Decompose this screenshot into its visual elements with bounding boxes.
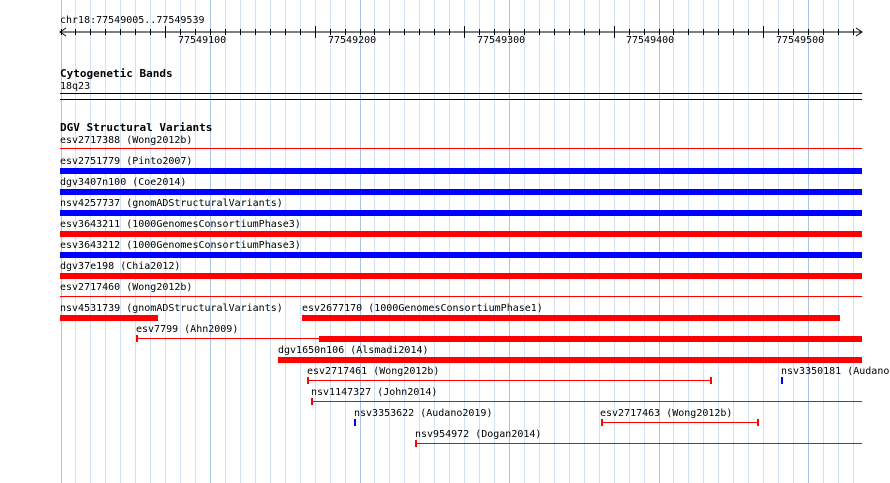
feature-endcap bbox=[415, 440, 417, 447]
feature-endcap bbox=[136, 335, 138, 342]
feature-label: dgv37e198 (Chia2012) bbox=[60, 261, 181, 272]
feature-label: nsv4257737 (gnomADStructuralVariants) bbox=[60, 198, 283, 209]
ruler[interactable] bbox=[0, 22, 890, 44]
feature-gain-bar[interactable] bbox=[60, 210, 862, 216]
ruler-tick-label: 77549500 bbox=[776, 35, 825, 46]
feature-label: esv7799 (Ahn2009) bbox=[136, 324, 239, 335]
feature-label: esv3643211 (1000GenomesConsortiumPhase3) bbox=[60, 219, 301, 230]
feature-label: esv3643212 (1000GenomesConsortiumPhase3) bbox=[60, 240, 301, 251]
feature-gain-bar[interactable] bbox=[60, 189, 862, 195]
feature-line[interactable] bbox=[60, 148, 862, 149]
feature-label: esv2677170 (1000GenomesConsortiumPhase1) bbox=[302, 303, 543, 314]
cytoband-track-title: Cytogenetic Bands bbox=[60, 67, 173, 80]
feature-label: nsv3350181 (Audano2019) bbox=[781, 366, 890, 377]
ruler-tick-label: 77549400 bbox=[626, 35, 675, 46]
feature-gain-tick[interactable] bbox=[781, 377, 783, 384]
feature-label: nsv954972 (Dogan2014) bbox=[415, 429, 542, 440]
feature-label: nsv3353622 (Audano2019) bbox=[354, 408, 493, 419]
feature-gain-bar[interactable] bbox=[60, 168, 862, 174]
feature-line[interactable] bbox=[307, 380, 712, 381]
feature-label: esv2717463 (Wong2012b) bbox=[600, 408, 733, 419]
feature-endcap bbox=[601, 419, 603, 426]
feature-gain-bar[interactable] bbox=[60, 252, 862, 258]
ruler-tick-label: 77549100 bbox=[178, 35, 227, 46]
feature-loss-bar[interactable] bbox=[60, 231, 862, 237]
feature-label: dgv1650n106 (Alsmadi2014) bbox=[278, 345, 429, 356]
feature-label: esv2751779 (Pinto2007) bbox=[60, 156, 193, 167]
feature-loss-bar[interactable] bbox=[319, 336, 862, 342]
feature-label: dgv3407n100 (Coe2014) bbox=[60, 177, 187, 188]
ruler-tick-label: 77549200 bbox=[328, 35, 377, 46]
feature-endcap bbox=[710, 377, 712, 384]
feature-loss-bar[interactable] bbox=[60, 315, 158, 321]
feature-endcap bbox=[757, 419, 759, 426]
feature-label: esv2717388 (Wong2012b) bbox=[60, 135, 193, 146]
feature-loss-bar[interactable] bbox=[278, 357, 862, 363]
cytoband-bar-bottom bbox=[60, 99, 862, 100]
feature-label: esv2717461 (Wong2012b) bbox=[307, 366, 440, 377]
feature-endcap bbox=[311, 398, 313, 405]
feature-endcap bbox=[307, 377, 309, 384]
cytoband-bar[interactable] bbox=[60, 93, 862, 94]
feature-loss-bar[interactable] bbox=[60, 273, 862, 279]
feature-gain-tick[interactable] bbox=[354, 419, 356, 426]
feature-line[interactable] bbox=[601, 422, 759, 423]
ruler-region-label: chr18:77549005..77549539 bbox=[60, 15, 205, 26]
feature-label: nsv1147327 (John2014) bbox=[311, 387, 438, 398]
feature-loss-bar[interactable] bbox=[302, 315, 840, 321]
cytoband-label: 18q23 bbox=[60, 81, 91, 92]
feature-line[interactable] bbox=[60, 296, 862, 297]
feature-line[interactable] bbox=[311, 401, 862, 402]
ruler-tick-label: 77549300 bbox=[477, 35, 526, 46]
feature-line[interactable] bbox=[416, 443, 862, 444]
feature-label: esv2717460 (Wong2012b) bbox=[60, 282, 193, 293]
dgv-track-title: DGV Structural Variants bbox=[60, 121, 213, 134]
feature-label: nsv4531739 (gnomADStructuralVariants) bbox=[60, 303, 283, 314]
